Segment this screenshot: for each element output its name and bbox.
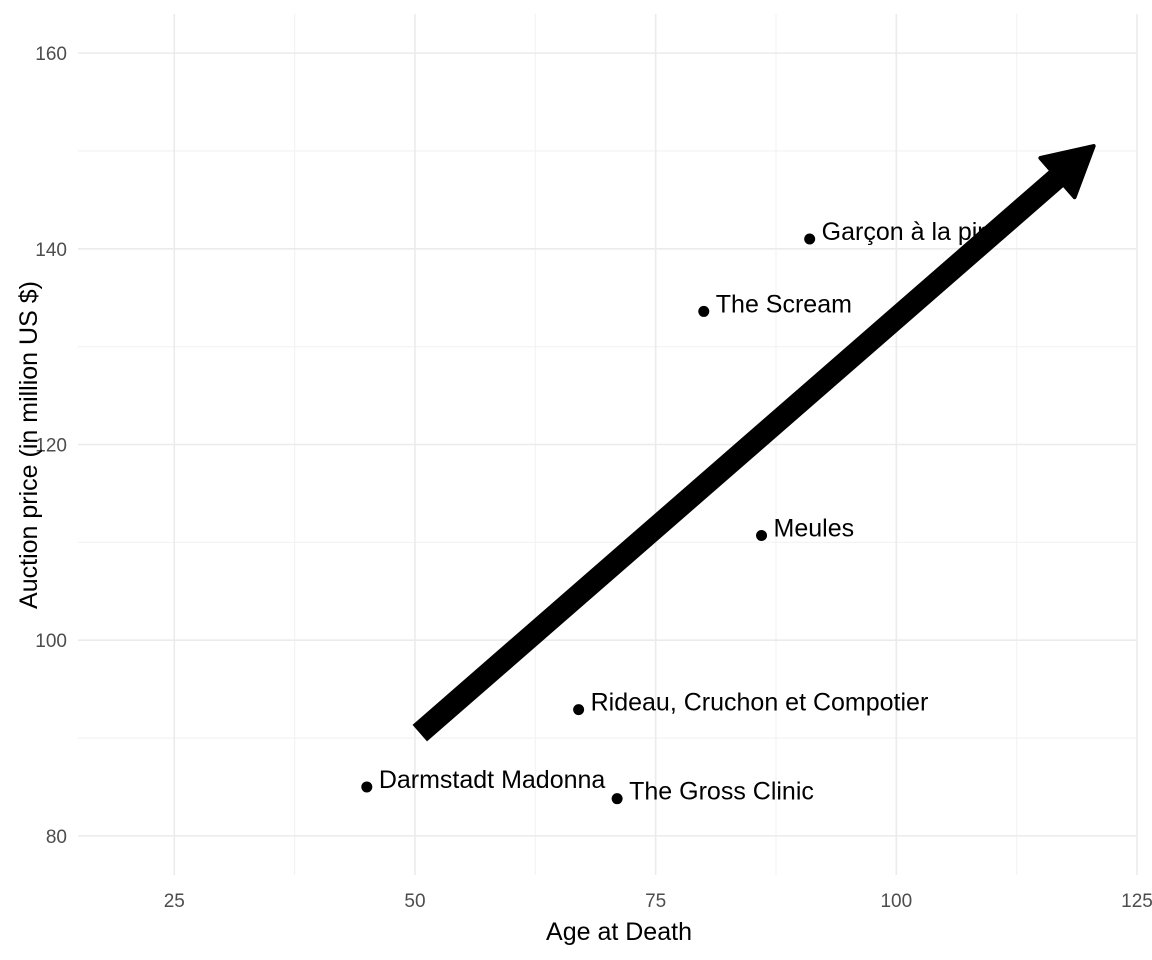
point-label: The Scream [716,290,852,318]
point-labels: Garçon à la pipe The Scream Meules Rideau, … [379,218,1005,806]
grid-lines [78,14,1138,875]
y-tick-label: 160 [35,44,67,65]
data-point [573,704,585,716]
point-label: Garçon à la pipe [822,218,1005,246]
data-point [698,305,710,317]
y-tick-label: 140 [35,240,67,261]
point-label: Darmstadt Madonna [379,766,606,794]
y-tick-label: 120 [35,436,67,457]
x-tick-label: 100 [880,891,912,912]
y-tick-label: 80 [46,827,67,848]
y-axis-title: Auction price (in million US $) [15,281,43,609]
data-point [611,793,623,805]
data-point [804,233,816,245]
point-label: Meules [774,514,855,542]
point-label: Rideau, Cruchon et Compotier [591,689,929,717]
y-tick-label: 100 [35,631,67,652]
data-point [756,529,768,541]
x-axis-title: Age at Death [546,918,692,946]
x-tick-label: 75 [645,891,666,912]
x-tick-label: 25 [164,891,185,912]
arrow-annotation-layer [412,144,1096,742]
point-label: The Gross Clinic [629,778,814,806]
data-point [361,781,373,793]
x-tick-label: 50 [404,891,425,912]
x-axis-ticks: 25 50 75 100 125 [164,891,1152,912]
y-axis-ticks: 80 100 120 140 160 [35,44,67,848]
data-points [361,233,816,805]
x-tick-label: 125 [1121,891,1152,912]
arrow-shaft [412,166,1068,742]
arrow-head [1038,144,1096,200]
